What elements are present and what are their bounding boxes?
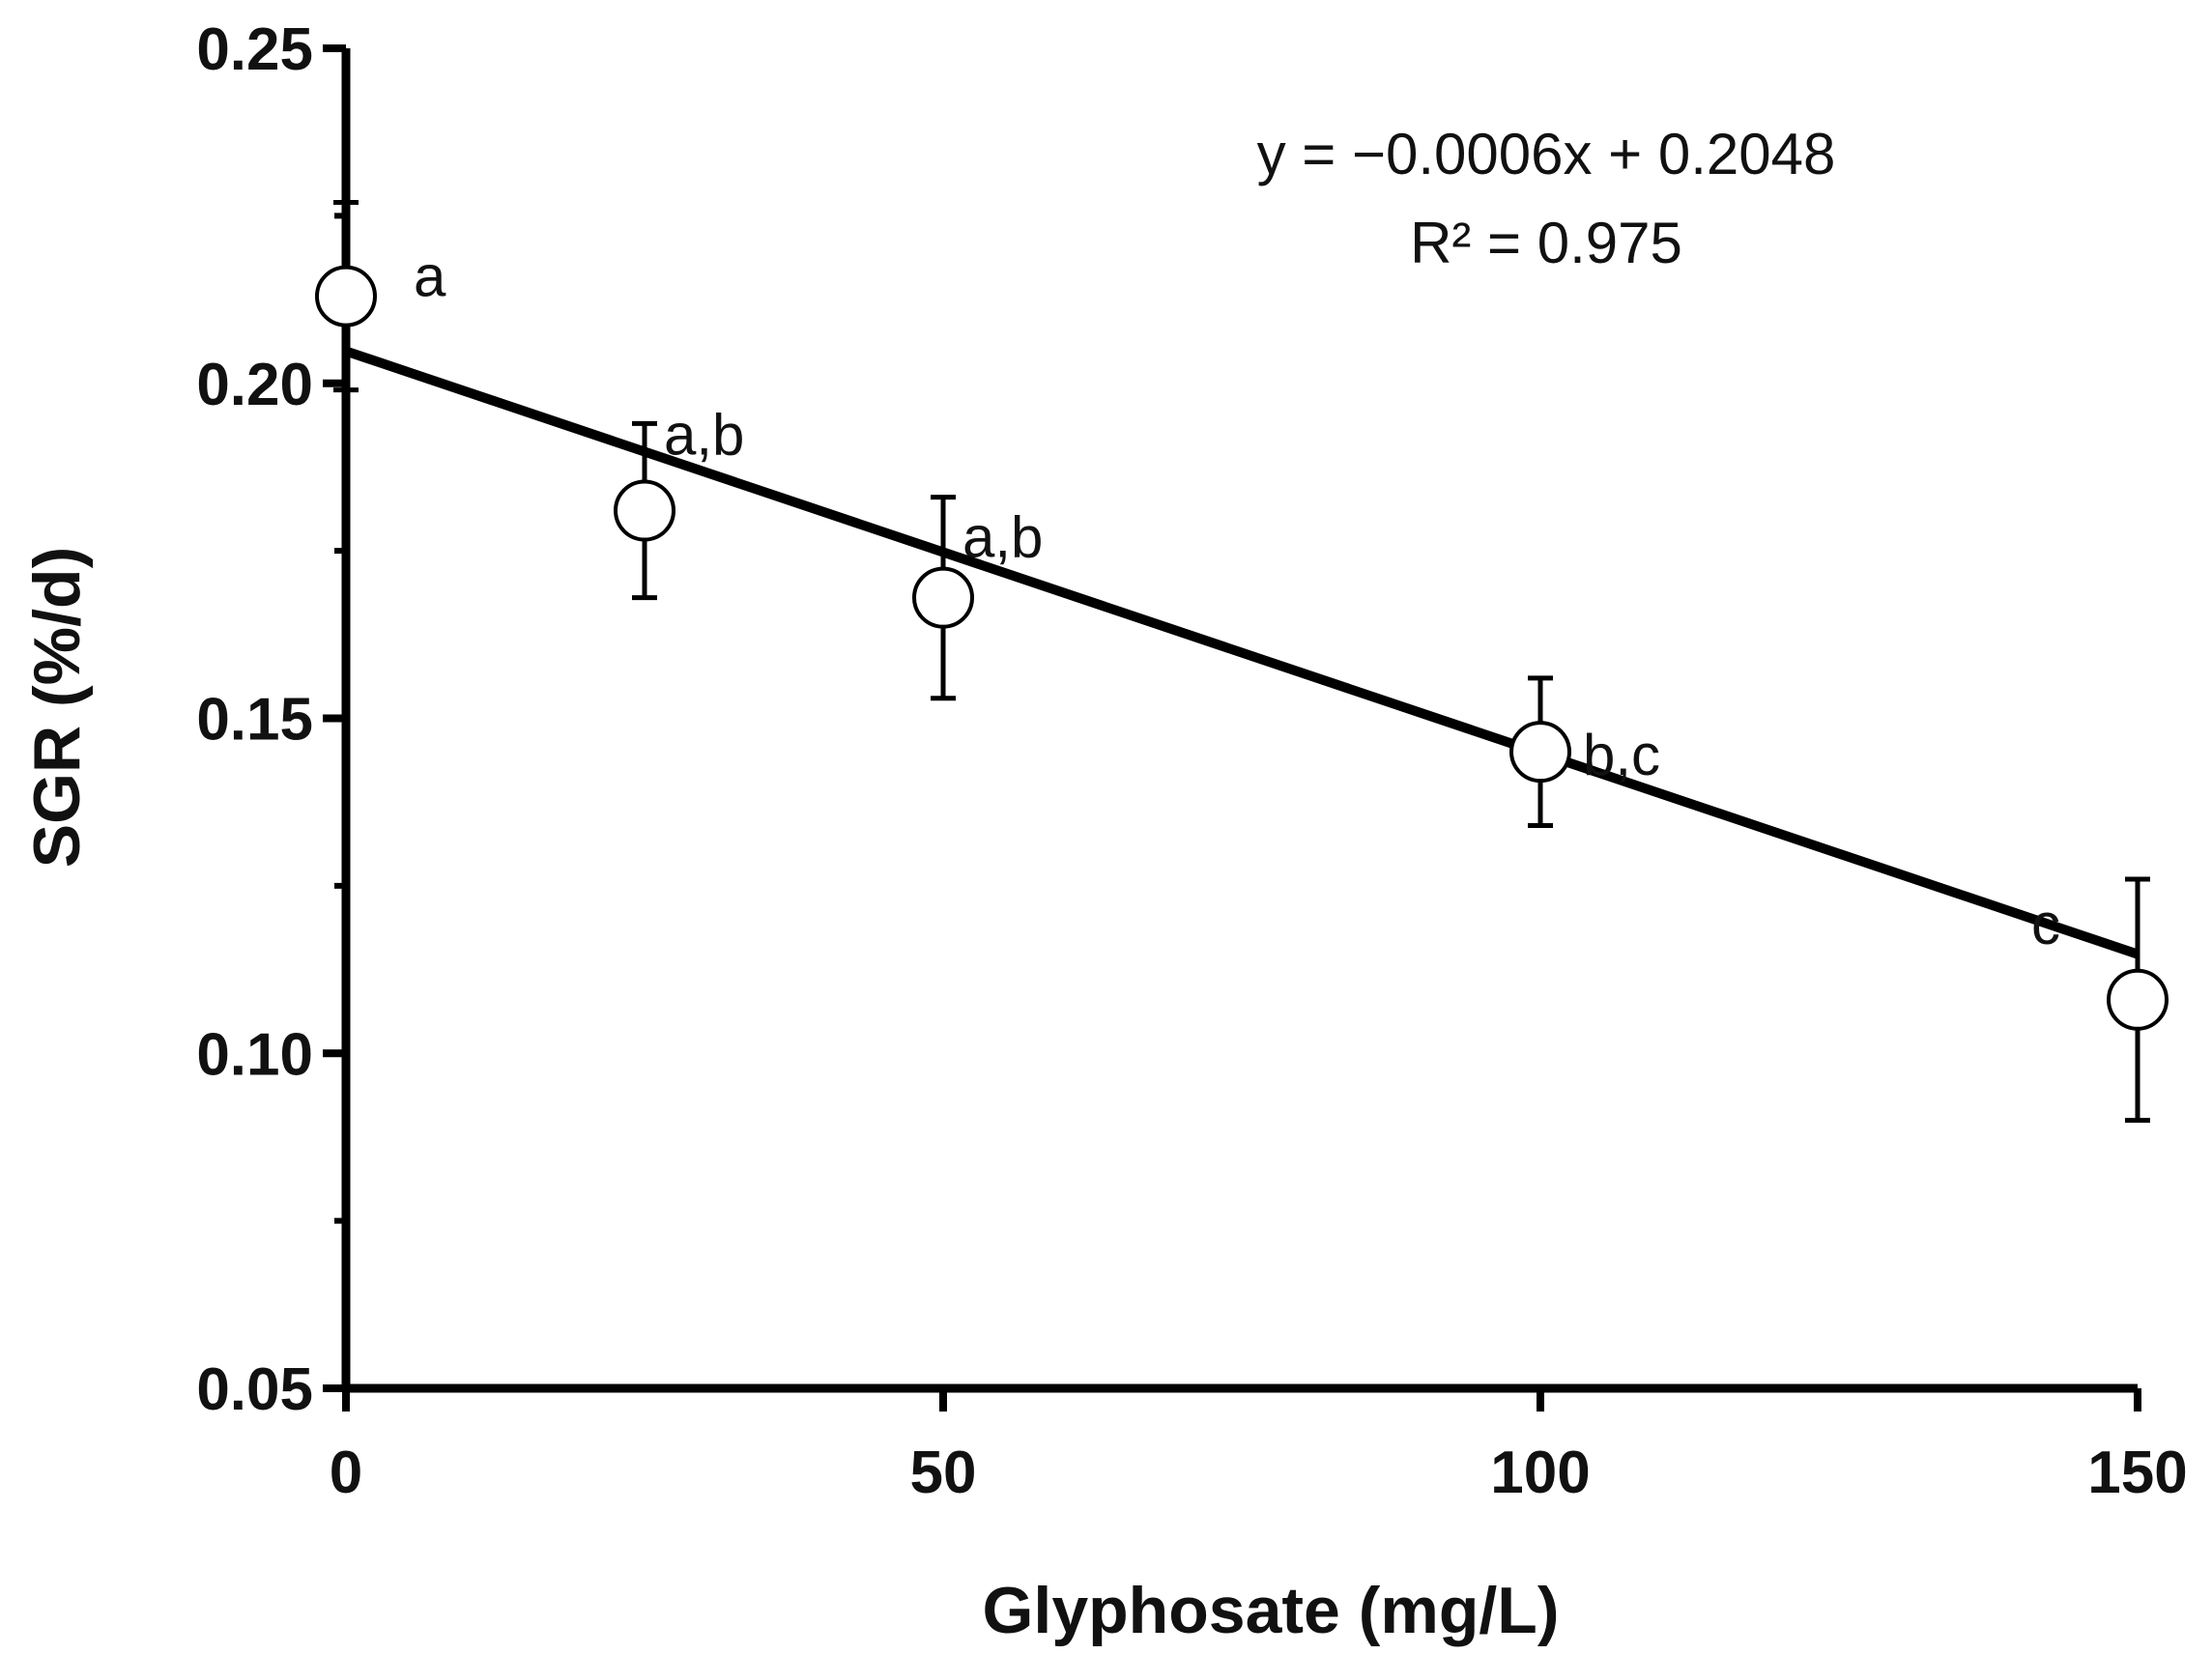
significance-label: a,b	[962, 505, 1043, 570]
y-tick-label: 0.25	[196, 16, 313, 83]
trend-line	[344, 346, 2140, 959]
x-tick-label: 150	[2087, 1440, 2187, 1506]
data-points: a a,b a,b b,c c	[315, 200, 2169, 1124]
y-axis-title: SGR (%/d)	[20, 547, 94, 868]
y-tick-label: 0.20	[196, 352, 313, 418]
significance-label: a,b	[664, 403, 744, 468]
axes: 0.05 0.10 0.15 0.20 0.25 0 50 100 150	[196, 16, 2187, 1506]
equation-annotation: y = −0.0006x + 0.2048	[1257, 122, 1836, 186]
trendline-group	[344, 346, 2140, 959]
x-axis-title: Glyphosate (mg/L)	[983, 1574, 1560, 1647]
y-tick-label: 0.05	[196, 1356, 313, 1423]
significance-label: c	[2031, 892, 2060, 956]
significance-label: b,c	[1583, 723, 1660, 787]
data-point	[912, 566, 974, 629]
data-point	[315, 265, 377, 328]
significance-label: a	[414, 244, 446, 309]
x-tick-label: 0	[330, 1440, 362, 1506]
r-squared-annotation: R² = 0.975	[1410, 211, 1682, 275]
data-point	[1509, 721, 1571, 784]
x-tick-label: 100	[1490, 1440, 1590, 1506]
data-point	[2107, 968, 2169, 1031]
y-tick-label: 0.10	[196, 1021, 313, 1088]
y-tick-label: 0.15	[196, 687, 313, 754]
x-tick-label: 50	[910, 1440, 977, 1506]
data-point	[614, 479, 675, 542]
